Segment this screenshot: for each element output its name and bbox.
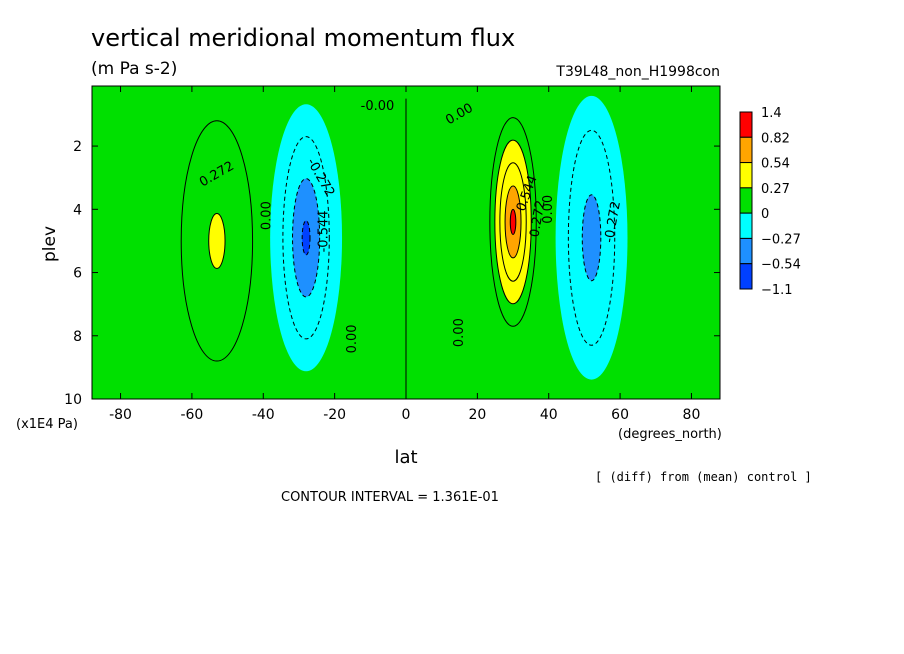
x-axis-label: lat <box>394 447 417 468</box>
colorbar-swatch <box>739 237 753 265</box>
field-blob-3 <box>489 117 537 327</box>
contour-label-5: 0.00 <box>345 324 360 353</box>
contour-label-10: 0.272 <box>527 199 548 238</box>
y-axis-units: (x1E4 Pa) <box>16 417 78 432</box>
x-tick-label: -20 <box>323 407 346 423</box>
contour-level <box>301 220 311 256</box>
colorbar-swatch <box>739 136 753 164</box>
contour-label-6: -0.00 <box>361 99 395 114</box>
contour-label-12: -0.272 <box>602 200 624 244</box>
chart-title: vertical meridional momentum flux <box>91 24 515 52</box>
x-tick-label: 60 <box>611 407 629 423</box>
x-tick-label: -60 <box>180 407 203 423</box>
contour-label-8: 0.00 <box>452 318 467 347</box>
x-tick-label: -80 <box>109 407 132 423</box>
colorbar-swatch <box>739 212 753 239</box>
run-label: T39L48_non_H1998con <box>555 64 720 80</box>
colorbar-swatch <box>739 162 753 189</box>
colorbar-label: 0.27 <box>761 182 790 197</box>
contour-label-4: -0.544 <box>316 210 331 252</box>
contour-label-11: 0.00 <box>541 195 556 224</box>
y-axis-label: plev <box>40 226 60 262</box>
chart-units: (m Pa s-2) <box>91 59 177 79</box>
contour-level <box>208 212 226 269</box>
y-tick-label: 4 <box>73 202 82 218</box>
x-tick-label: 40 <box>540 407 558 423</box>
colorbar-label: 1.4 <box>761 106 782 121</box>
x-tick-label: 0 <box>402 407 411 423</box>
y-tick-label: 2 <box>73 139 82 155</box>
x-tick-label: 80 <box>683 407 701 423</box>
y-tick-label: 10 <box>64 392 82 408</box>
colorbar-swatch <box>739 187 753 214</box>
plot-area <box>92 86 720 399</box>
contour-level <box>581 194 602 282</box>
colorbar-legend: 1.4 0.82 0.54 0.27 0 −0.27 −0.54 −1.1 <box>739 106 801 298</box>
field-blob-2 <box>270 104 343 372</box>
contour-label-2: 0.00 <box>259 201 274 230</box>
colorbar-swatch <box>739 263 753 290</box>
contour-level <box>509 208 517 235</box>
y-tick-label: 8 <box>73 329 82 345</box>
colorbar-label: 0.54 <box>761 157 790 172</box>
y-tick-label: 6 <box>73 266 82 282</box>
field-blob-4 <box>555 95 628 380</box>
field-blob-1 <box>180 120 254 362</box>
contour-interval: CONTOUR INTERVAL = 1.361E-01 <box>281 490 499 505</box>
colorbar-label: −0.54 <box>761 258 801 273</box>
x-tick-label: 20 <box>468 407 486 423</box>
footer-note: [ (diff) from (mean) control ] <box>595 470 812 484</box>
x-axis-units: (degrees_north) <box>618 427 722 442</box>
colorbar-label: −1.1 <box>761 283 793 298</box>
x-tick-label: -40 <box>252 407 275 423</box>
colorbar-label: −0.27 <box>761 232 801 247</box>
colorbar-label: 0.82 <box>761 131 790 146</box>
axes: -80 -60 -40 -20 0 20 40 60 80 2 4 6 8 10 <box>64 85 721 423</box>
colorbar-label: 0 <box>761 207 769 222</box>
colorbar-swatch <box>739 111 753 138</box>
